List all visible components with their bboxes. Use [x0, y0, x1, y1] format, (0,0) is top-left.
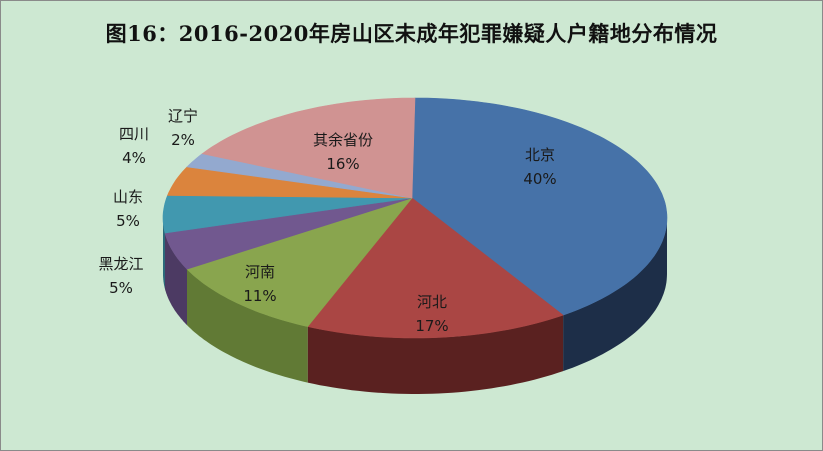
data-label-value: 5% [109, 279, 133, 297]
data-label-value: 11% [243, 287, 277, 305]
data-label-category: 其余省份 [312, 131, 374, 149]
data-label: 河北 17% [415, 290, 448, 338]
pie-slice-北京[interactable] [411, 97, 668, 316]
data-label: 山东 5% [113, 185, 143, 233]
data-label-category: 辽宁 [167, 107, 199, 125]
data-label-value: 16% [326, 155, 360, 173]
pie-side-河北 [307, 315, 564, 394]
pie-side-北京 [563, 218, 667, 372]
pie-side-黑龙江 [165, 233, 187, 326]
pie-slice-河南[interactable] [186, 197, 413, 327]
data-label-category: 河南 [244, 263, 275, 281]
data-label: 其余省份 16% [313, 128, 373, 176]
data-label: 黑龙江 5% [98, 252, 143, 300]
pie-side-河南 [187, 269, 308, 383]
pie-slice-黑龙江[interactable] [164, 197, 413, 270]
data-label-category: 北京 [524, 146, 555, 164]
data-label-category: 河北 [416, 293, 447, 311]
pie-slice-其余省份[interactable] [201, 97, 416, 199]
data-label-value: 17% [415, 317, 449, 335]
data-label: 河南 11% [243, 260, 276, 308]
data-label-category: 黑龙江 [98, 255, 144, 273]
pie-slice-山东[interactable] [162, 195, 413, 234]
pie-slice-辽宁[interactable] [186, 153, 413, 199]
data-label-value: 2% [171, 131, 195, 149]
pie-slice-河北[interactable] [307, 197, 564, 339]
data-label: 辽宁 2% [168, 104, 198, 152]
chart-title: 图16：2016-2020年房山区未成年犯罪嫌疑人户籍地分布情况 [105, 21, 718, 46]
pie-slice-四川[interactable] [167, 166, 413, 199]
pie-side-山东 [163, 218, 165, 289]
data-label-value: 5% [116, 212, 140, 230]
data-label: 北京 40% [523, 143, 556, 191]
data-label-value: 4% [122, 149, 146, 167]
data-label-category: 四川 [118, 125, 150, 143]
data-label-value: 40% [523, 170, 557, 188]
data-label: 四川 4% [119, 122, 149, 170]
data-label-category: 山东 [112, 188, 144, 206]
